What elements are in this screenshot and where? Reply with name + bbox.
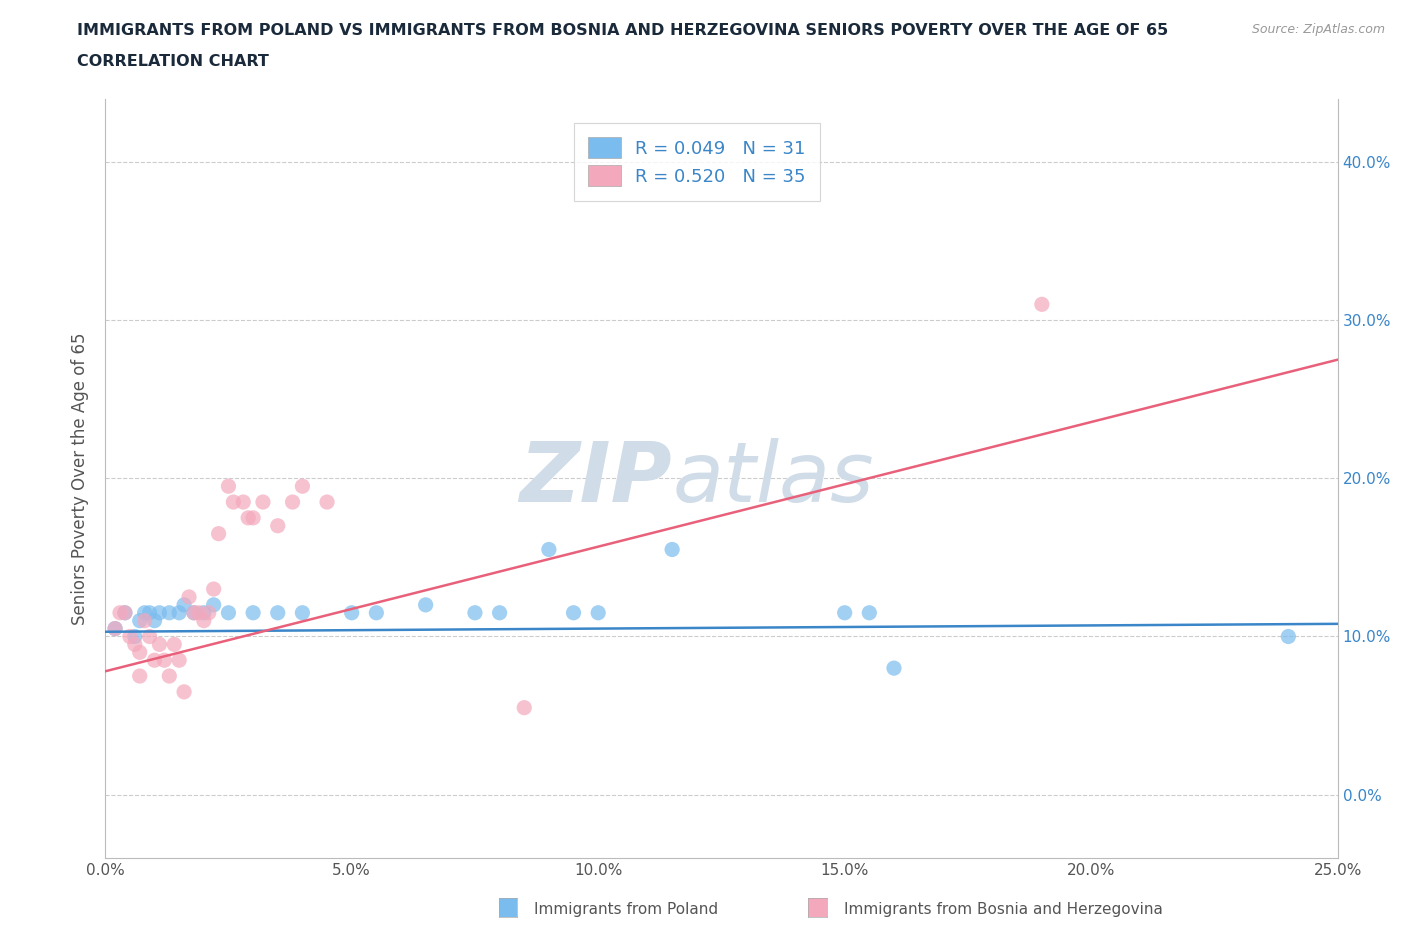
- Point: [267, 518, 290, 533]
- Point: [104, 621, 127, 636]
- Point: [157, 669, 180, 684]
- Point: [197, 605, 219, 620]
- Point: [1031, 297, 1053, 312]
- Text: CORRELATION CHART: CORRELATION CHART: [77, 54, 269, 69]
- Point: [128, 613, 150, 628]
- Text: IMMIGRANTS FROM POLAND VS IMMIGRANTS FROM BOSNIA AND HERZEGOVINA SENIORS POVERTY: IMMIGRANTS FROM POLAND VS IMMIGRANTS FRO…: [77, 23, 1168, 38]
- Point: [1277, 629, 1299, 644]
- Point: [114, 605, 136, 620]
- Point: [124, 637, 146, 652]
- Point: [148, 637, 170, 652]
- Point: [464, 605, 486, 620]
- Point: [193, 605, 215, 620]
- Point: [217, 605, 239, 620]
- Point: [108, 605, 131, 620]
- Legend: R = 0.049   N = 31, R = 0.520   N = 35: R = 0.049 N = 31, R = 0.520 N = 35: [574, 123, 820, 201]
- Point: [242, 511, 264, 525]
- Point: [104, 621, 127, 636]
- Point: [586, 605, 609, 620]
- Point: [114, 605, 136, 620]
- Point: [177, 590, 200, 604]
- Point: [858, 605, 880, 620]
- Text: Immigrants from Bosnia and Herzegovina: Immigrants from Bosnia and Herzegovina: [844, 902, 1163, 917]
- Point: [157, 605, 180, 620]
- Point: [415, 597, 437, 612]
- Point: [118, 629, 141, 644]
- Y-axis label: Seniors Poverty Over the Age of 65: Seniors Poverty Over the Age of 65: [72, 332, 89, 625]
- Point: [281, 495, 304, 510]
- Point: [128, 669, 150, 684]
- Point: [138, 629, 160, 644]
- Point: [153, 653, 176, 668]
- Point: [207, 526, 229, 541]
- Point: [267, 605, 290, 620]
- Point: [834, 605, 856, 620]
- Point: [134, 613, 156, 628]
- Point: [242, 605, 264, 620]
- Text: Immigrants from Poland: Immigrants from Poland: [534, 902, 718, 917]
- Point: [291, 479, 314, 494]
- Point: [562, 605, 585, 620]
- Point: [173, 684, 195, 699]
- Point: [187, 605, 209, 620]
- Point: [513, 700, 536, 715]
- Text: ZIP: ZIP: [519, 438, 672, 519]
- Point: [661, 542, 683, 557]
- Point: [238, 511, 260, 525]
- Point: [291, 605, 314, 620]
- Point: [217, 479, 239, 494]
- Point: [537, 542, 560, 557]
- Point: [183, 605, 205, 620]
- Point: [183, 605, 205, 620]
- Point: [143, 613, 166, 628]
- Point: [143, 653, 166, 668]
- Point: [173, 597, 195, 612]
- Point: [167, 605, 190, 620]
- Point: [883, 660, 905, 675]
- Point: [138, 605, 160, 620]
- Point: [128, 644, 150, 659]
- Point: [124, 629, 146, 644]
- Text: Source: ZipAtlas.com: Source: ZipAtlas.com: [1251, 23, 1385, 36]
- Point: [163, 637, 186, 652]
- Point: [222, 495, 245, 510]
- Point: [202, 597, 225, 612]
- Point: [148, 605, 170, 620]
- Point: [488, 605, 510, 620]
- Point: [202, 581, 225, 596]
- Point: [316, 495, 339, 510]
- Point: [167, 653, 190, 668]
- Point: [252, 495, 274, 510]
- Point: [366, 605, 388, 620]
- Point: [232, 495, 254, 510]
- Point: [340, 605, 363, 620]
- Point: [193, 613, 215, 628]
- Point: [134, 605, 156, 620]
- Text: atlas: atlas: [672, 438, 873, 519]
